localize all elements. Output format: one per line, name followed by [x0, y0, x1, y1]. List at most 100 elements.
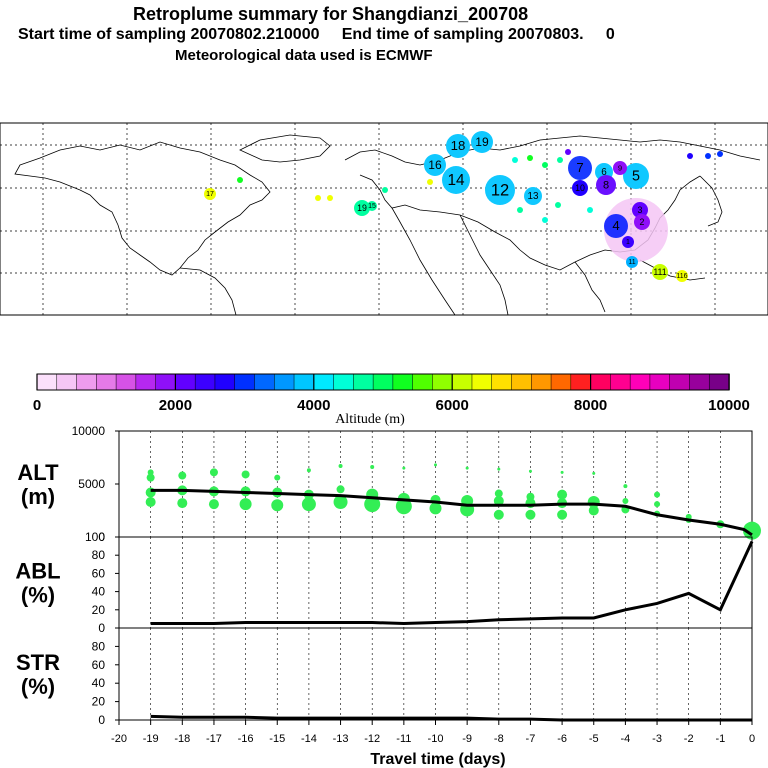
plume-label: 13 — [528, 191, 539, 202]
met-data-note: Meteorological data used is ECMWF — [175, 47, 433, 64]
plume-circle — [485, 175, 515, 205]
alt-point — [241, 470, 250, 479]
colorbar-swatch — [274, 373, 295, 391]
alt-point — [336, 485, 345, 494]
alt-point — [145, 497, 156, 508]
plume-circle — [634, 214, 650, 230]
plume-label: 6 — [601, 167, 607, 178]
colorbar-swatch — [471, 373, 493, 391]
colorbar-swatch — [313, 373, 335, 391]
panel-ytick-label: 20 — [92, 695, 106, 709]
x-tick-label: -11 — [396, 733, 411, 745]
colorbar-swatch — [76, 373, 98, 391]
colorbar-swatch — [550, 373, 572, 391]
x-tick-label: -18 — [174, 733, 190, 745]
plume-label: 3 — [638, 205, 643, 215]
panel-abl: 0 20 40 60 80 100 ABL(%) — [15, 530, 754, 635]
colorbar-tick-label: 6000 — [436, 397, 469, 414]
alt-point — [525, 509, 536, 520]
panel-str: 0 20 40 60 80 STR(%) — [16, 627, 753, 727]
alt-point — [654, 501, 661, 508]
x-tick-label: -10 — [428, 733, 444, 745]
colorbar-swatch — [392, 373, 414, 391]
plume-dot — [557, 157, 563, 163]
plume-circle — [524, 187, 542, 205]
sampling-times: Start time of sampling 20070802.210000 E… — [18, 26, 615, 43]
colorbar-swatch — [372, 373, 394, 391]
alt-point — [497, 467, 501, 471]
plume-circle — [568, 156, 592, 180]
alt-point — [429, 502, 442, 515]
plume-label: 1 — [626, 239, 630, 246]
panel-ytick-label: 80 — [92, 548, 106, 562]
plume-label: 5 — [632, 169, 640, 185]
colorbar-swatch — [194, 373, 216, 391]
alt-point — [743, 521, 761, 540]
panel-ytick-label: 100 — [85, 530, 105, 544]
x-tick-label: -8 — [494, 733, 504, 745]
plume-circle — [204, 188, 216, 200]
x-tick-label: -19 — [143, 733, 159, 745]
plume-dot — [717, 151, 723, 157]
plume-dot — [542, 217, 548, 223]
alt-point — [526, 492, 535, 501]
plume-circle — [622, 236, 634, 248]
plume-dot — [327, 195, 333, 201]
plume-label: 8 — [603, 180, 609, 192]
plume-dot — [315, 195, 321, 201]
colorbar-swatch — [669, 373, 691, 391]
plume-circle — [596, 175, 616, 195]
plume-dot — [237, 177, 243, 183]
panel-ylabel-unit: (m) — [21, 484, 55, 509]
plume-label: 2 — [640, 217, 645, 227]
colorbar-swatch — [333, 373, 355, 391]
colorbar-tick-label: 8000 — [574, 397, 607, 414]
x-tick-label: -6 — [557, 733, 567, 745]
alt-point — [557, 509, 568, 520]
alt-point — [434, 463, 437, 467]
colorbar-tick-label: 2000 — [159, 397, 192, 414]
colorbar-swatch — [96, 373, 117, 391]
panel-ytick-label: 0 — [98, 713, 105, 727]
altitude-colorbar: 0 2000 4000 6000 8000 10000 Altitude (m) — [33, 373, 750, 427]
alt-point — [333, 495, 348, 510]
colorbar-swatch — [175, 373, 196, 391]
panel-series-line — [150, 488, 753, 537]
panel-ytick-label: 0 — [98, 621, 105, 635]
plume-circle — [604, 214, 628, 238]
chart-title: Retroplume summary for Shangdianzi_20070… — [133, 4, 529, 24]
plume-circle — [446, 134, 470, 158]
plume-circle — [623, 163, 649, 189]
alt-point — [493, 509, 504, 520]
alt-point — [493, 495, 504, 506]
x-tick-label: -5 — [589, 733, 599, 745]
x-tick-label: -16 — [238, 733, 254, 745]
plume-label: 17 — [206, 191, 214, 198]
colorbar-swatch — [511, 373, 533, 391]
panel-ytick-label: 10000 — [72, 424, 106, 438]
alt-point — [364, 496, 381, 513]
plume-dot — [517, 207, 523, 213]
x-axis: -20 -19 -18 -17 -16 -15 -14 -13 -12 -11 -10 -9 -8 -7-… — [111, 720, 755, 768]
colorbar-swatch — [36, 373, 58, 391]
x-tick-label: -9 — [462, 733, 472, 745]
plume-circle — [652, 264, 668, 280]
x-tick-label: -7 — [526, 733, 536, 745]
colorbar-swatch — [708, 373, 730, 391]
plume-dot — [587, 207, 593, 213]
alt-point — [370, 465, 375, 470]
alt-point — [623, 484, 628, 489]
plume-label: 111 — [653, 267, 666, 277]
plume-dot — [705, 153, 711, 159]
panel-ytick-label: 80 — [92, 639, 106, 653]
colorbar-tick-label: 10000 — [708, 397, 750, 414]
alt-point — [622, 497, 629, 504]
plume-circle — [367, 201, 377, 211]
plume-label: 7 — [576, 160, 583, 175]
x-tick-label: -3 — [652, 733, 662, 745]
alt-point — [592, 471, 596, 475]
colorbar-swatch — [432, 373, 453, 391]
alt-point — [177, 498, 188, 509]
alt-point — [402, 466, 406, 470]
plume-label: 15 — [368, 203, 376, 210]
